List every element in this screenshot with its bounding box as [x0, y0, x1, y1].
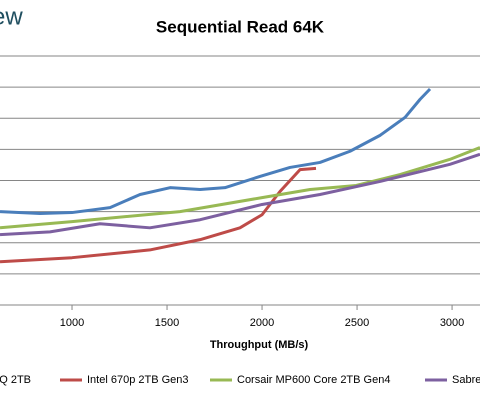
chart-title: Sequential Read 64K [156, 17, 325, 36]
series-line [0, 87, 432, 215]
legend-label: 34Q 2TB [0, 374, 31, 386]
series-line [0, 146, 480, 230]
x-tick-label: 2500 [345, 317, 369, 329]
legend-label: Corsair MP600 Core 2TB Gen4 [237, 374, 390, 386]
x-axis-title: Throughput (MB/s) [210, 339, 309, 351]
logo: ew [0, 3, 23, 30]
x-tick-label: 1500 [155, 317, 179, 329]
series-line [0, 166, 317, 264]
legend-label: Intel 670p 2TB Gen3 [87, 374, 189, 386]
series-line [0, 152, 480, 237]
x-tick-label: 2000 [250, 317, 274, 329]
x-tick-label: 1000 [60, 317, 84, 329]
legend-label: Sabre [452, 374, 480, 386]
x-tick-label: 3000 [440, 317, 464, 329]
